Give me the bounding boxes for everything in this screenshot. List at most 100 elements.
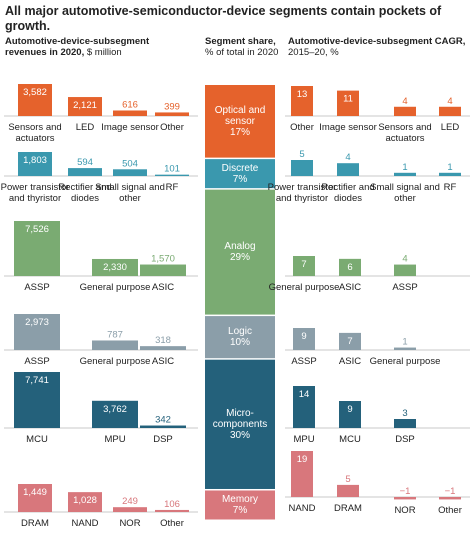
category-label: NAND [71,518,99,529]
value-label: 7 [347,336,352,347]
bar [394,264,416,276]
bar [14,372,60,428]
category-label: DRAM [21,518,49,529]
category-label: General purpose [369,356,441,367]
bar [339,332,361,350]
category-label: General purpose [79,356,151,367]
value-label: 7 [301,259,306,270]
bar [394,172,416,176]
value-label: 249 [122,496,138,507]
middle-header: Segment share, % of total in 2020 [205,36,285,58]
bar [68,168,102,176]
bar [155,112,189,116]
value-label: 9 [347,404,352,415]
value-label: 342 [155,415,171,426]
header-bold: Segment share, [205,36,276,47]
category-label: Image sensor [101,122,159,133]
value-label: −1 [400,486,411,497]
category-label: NOR [394,505,416,517]
value-label: 11 [343,94,353,105]
bar [293,328,315,350]
value-label: 318 [155,335,171,346]
value-label: 19 [297,454,308,465]
bar [439,172,461,176]
segment-bar [205,490,275,520]
category-label: Other [438,505,462,517]
category-label: ASIC [151,356,175,367]
header-bold: Automotive-device-subsegment CAGR, [288,36,466,47]
segment-label: Discrete 7% [205,159,275,188]
bar [394,106,416,116]
segment-bar [205,85,275,158]
header-unit: % of total in 2020 [205,47,279,58]
bar [439,497,461,500]
value-label: 399 [164,101,180,112]
bar [92,340,138,350]
segment-share: 7% [232,504,248,516]
segment-name: Micro-components [212,407,268,430]
bar [291,451,313,497]
category-label: General purpose [268,282,340,293]
category-label: LED [440,122,460,133]
category-label: ASSP [24,356,50,367]
value-label: 5 [345,474,350,485]
value-label: 1,028 [73,495,97,506]
category-label: MPU [104,434,126,445]
value-label: 7,526 [25,224,49,235]
value-label: 9 [301,331,306,342]
category-label: Other [160,518,184,529]
category-label: ASSP [291,356,317,367]
bar [18,152,52,176]
segment-share: 30% [229,429,250,441]
segment-name: Discrete [221,162,259,174]
bar [68,492,102,512]
segment-bar [205,359,275,489]
segment-name: Optical and sensor [214,104,266,127]
value-label: 6 [347,262,352,273]
value-label: 14 [299,389,310,400]
value-label: 616 [122,99,138,110]
value-label: 7,741 [25,375,49,386]
bar [68,97,102,116]
category-label: Small signal and other [370,182,440,204]
bar [113,110,147,116]
value-label: 2,121 [73,100,97,111]
bar [155,174,189,176]
value-label: 1 [447,162,452,173]
bar [140,346,186,350]
segment-bar [205,189,275,315]
category-label: Rectifier and diodes [58,182,112,204]
bar [339,401,361,428]
category-label: MCU [339,434,361,445]
bar [337,163,359,176]
category-label: RF [443,182,457,193]
category-label: NOR [119,518,141,529]
bar [339,258,361,276]
bar [92,258,138,276]
bar [394,347,416,350]
header-bold: Automotive-device-subsegment revenues in… [5,36,150,58]
value-label: 4 [402,96,407,107]
category-label: ASIC [338,356,362,367]
bar [337,90,359,116]
bar [113,169,147,176]
segment-name: Memory [221,493,259,505]
bar [18,484,52,512]
bar [14,221,60,276]
segment-share: 10% [229,337,250,349]
bar [439,106,461,116]
value-label: 787 [107,329,123,340]
value-label: 594 [77,157,93,168]
bar [291,160,313,176]
category-label: DRAM [334,503,362,514]
value-label: −1 [445,486,456,497]
value-label: 4 [402,254,407,265]
category-label: MPU [293,434,315,445]
title: All major automotive-semiconductor-devic… [5,4,442,33]
category-label: Power transistor and thyristor [267,182,337,204]
bar [291,86,313,116]
segment-name: Analog [224,241,256,253]
category-label: DSP [395,434,415,445]
bar [293,386,315,428]
